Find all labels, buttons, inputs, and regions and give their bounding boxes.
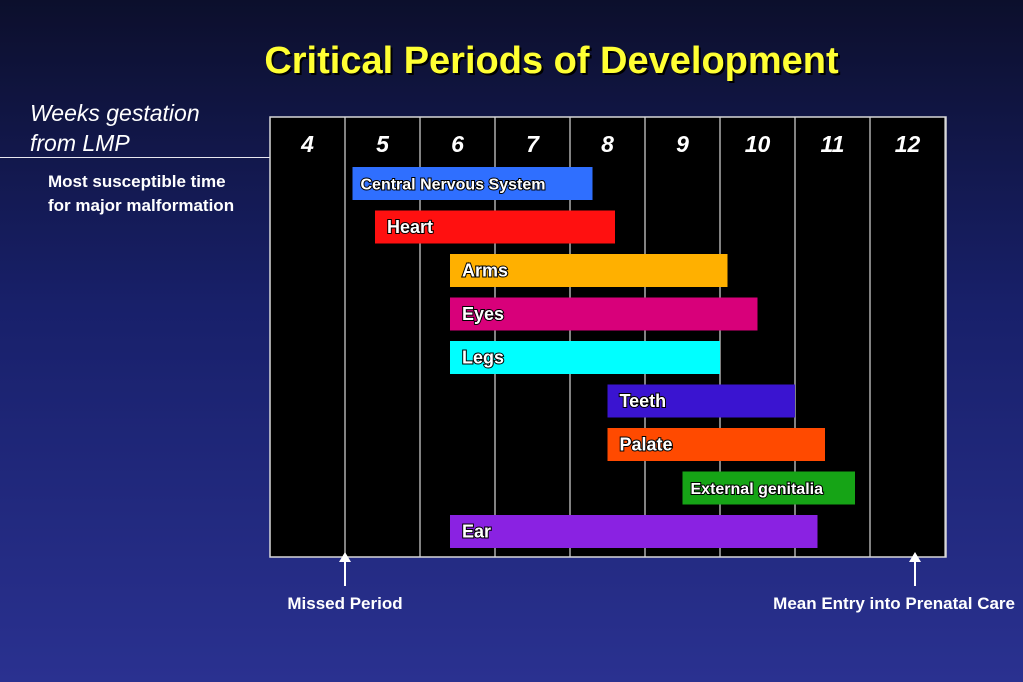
bar: [450, 515, 818, 548]
chart-title: Critical Periods of Development: [264, 40, 839, 82]
bar: [607, 428, 825, 461]
bar-label: External genitalia: [691, 481, 824, 498]
missed-period-arrow-icon: [339, 552, 351, 586]
bar: [352, 167, 593, 200]
bar: [450, 341, 720, 374]
bar-label: Arms: [462, 261, 508, 281]
missed-period-label: Missed Period: [287, 594, 403, 613]
x-tick-label: 8: [601, 131, 614, 157]
x-tick-label: 10: [745, 131, 771, 157]
bar-label: Teeth: [620, 391, 667, 411]
bar-label: Ear: [462, 522, 491, 542]
x-tick-label: 4: [300, 131, 314, 157]
x-axis-title-line-1: Weeks gestation: [30, 100, 200, 126]
prenatal-care-label: Mean Entry into Prenatal Care: [773, 594, 1015, 613]
bar: [450, 254, 728, 287]
bar-label: Eyes: [462, 304, 504, 324]
bar-label: Central Nervous System: [361, 177, 546, 194]
susceptibility-note: Most susceptible time for major malforma…: [48, 172, 235, 215]
x-tick-label: 11: [821, 131, 845, 157]
bar-label: Palate: [620, 435, 673, 455]
x-axis-title-line-2: from LMP: [30, 130, 130, 156]
bar: [607, 384, 795, 418]
bar: [682, 471, 855, 505]
bar: [450, 297, 758, 331]
bar: [375, 210, 615, 244]
bar-label: Legs: [462, 348, 504, 368]
x-tick-label: 12: [895, 131, 921, 157]
x-tick-label: 5: [376, 131, 390, 157]
x-tick-label: 9: [676, 131, 689, 157]
bar-label: Heart: [387, 217, 433, 237]
x-tick-label: 7: [526, 131, 540, 157]
prenatal-care-arrow-icon: [909, 552, 921, 586]
x-tick-label: 6: [451, 131, 464, 157]
x-axis-title: Weeks gestation from LMP: [30, 98, 200, 158]
